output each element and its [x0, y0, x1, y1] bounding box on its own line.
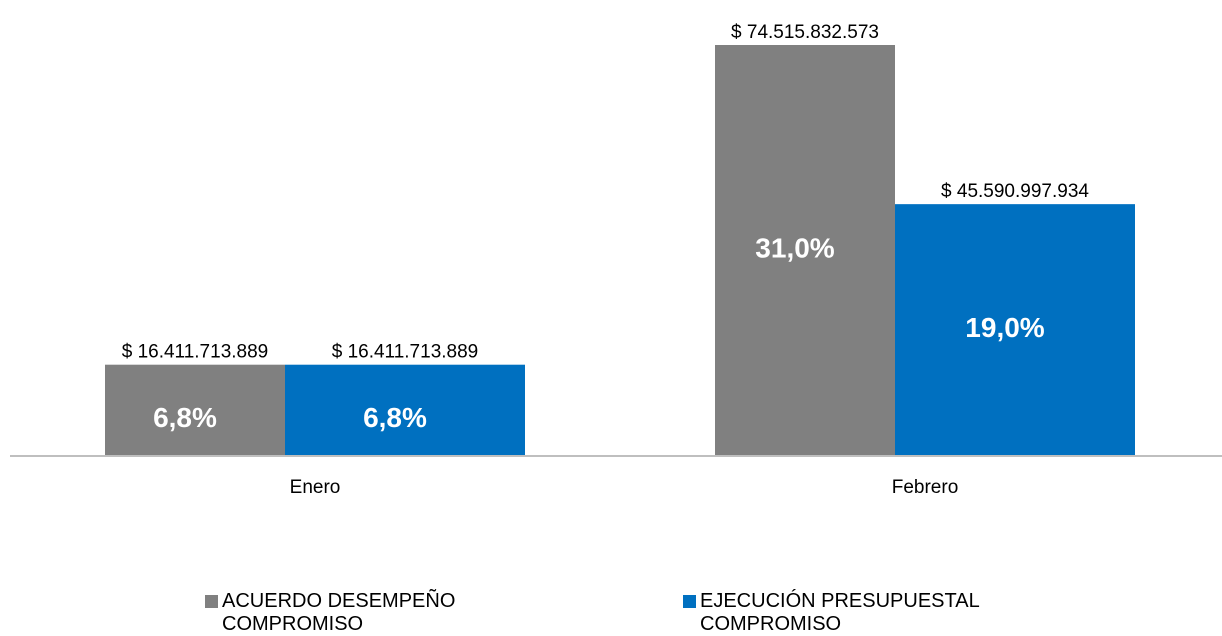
value-label: $ 45.590.997.934 — [941, 181, 1089, 202]
value-label: $ 16.411.713.889 — [332, 342, 479, 363]
bar — [715, 45, 895, 455]
legend-item: ACUERDO DESEMPEÑO COMPROMISO — [205, 590, 522, 636]
percent-label: 6,8% — [153, 402, 217, 433]
legend-swatch — [683, 595, 696, 608]
x-tick-label: Febrero — [892, 477, 959, 498]
bar — [105, 364, 285, 455]
legend-swatch — [205, 595, 218, 608]
bar — [285, 364, 525, 455]
percent-label: 19,0% — [965, 312, 1044, 343]
bar — [895, 204, 1135, 455]
percent-label: 31,0% — [755, 232, 834, 263]
x-tick-label: Enero — [290, 477, 341, 498]
value-label: $ 16.411.713.889 — [122, 342, 269, 363]
legend-item: EJECUCIÓN PRESUPUESTAL COMPROMISO — [683, 590, 1050, 636]
value-label: $ 74.515.832.573 — [731, 22, 879, 43]
percent-label: 6,8% — [363, 402, 427, 433]
legend-label: EJECUCIÓN PRESUPUESTAL COMPROMISO — [700, 590, 979, 635]
legend-label: ACUERDO DESEMPEÑO COMPROMISO — [222, 590, 456, 635]
